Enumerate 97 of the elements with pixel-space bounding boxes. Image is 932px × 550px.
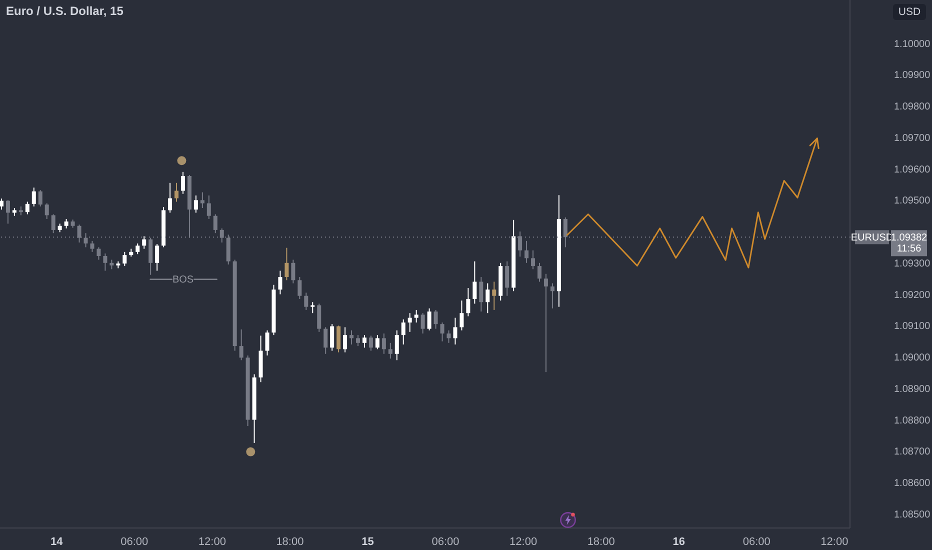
candlestick [122,251,127,267]
candlestick [310,302,315,314]
x-tick-label: 12:00 [820,536,848,548]
candlestick [531,250,536,270]
candlestick [486,282,490,314]
ref-line-label: 1.09382 [890,232,928,244]
candlestick [174,182,179,202]
candlestick [324,326,328,354]
candlestick [291,259,296,284]
candlestick [375,334,380,350]
candlestick [25,201,30,215]
candlestick [544,273,548,373]
candlestick [479,276,484,312]
candlestick [550,282,554,309]
x-tick-label: 12:00 [510,536,538,548]
x-tick-label: 06:00 [742,536,770,548]
candlestick [110,259,114,270]
candlestick [394,330,399,361]
candlestick [284,247,289,281]
candlestick [194,194,198,214]
candlestick [330,324,334,352]
candlestick [446,330,451,344]
y-tick-label: 1.09600 [894,164,931,176]
candlestick [336,325,341,353]
candlestick [148,237,153,276]
x-tick-label: 15 [362,536,374,548]
candlestick [96,246,101,260]
candlestick [155,244,160,272]
candlestick [103,252,108,272]
candlestick [401,318,406,345]
y-axis-title: USD [893,4,926,20]
y-tick-label: 1.09800 [894,102,931,113]
candlestick [90,240,94,252]
candlestick [356,334,360,347]
y-tick-label: 1.09300 [894,258,931,270]
candlestick [180,171,185,194]
candlestick [466,288,470,317]
candlestick [368,335,373,352]
x-tick-label: 16 [672,536,685,548]
candlestick [32,187,36,207]
y-tick-label: 1.08900 [894,384,931,395]
candlestick [492,281,496,310]
candlestick [414,309,418,324]
candlestick [343,326,348,353]
y-tick-label: 1.08800 [894,415,931,426]
candlestick [239,328,244,361]
candlestick [537,262,542,282]
candlestick [524,240,529,264]
y-tick-label: 1.08500 [894,509,931,520]
y-tick-label: 1.09900 [894,70,931,82]
candlestick [0,198,4,210]
candlestick [317,303,322,332]
candlestick [505,260,510,296]
y-tick-label: 1.09700 [894,132,931,144]
candlestick [6,200,10,224]
candlestick [382,332,386,354]
candlestick [440,322,444,342]
candlestick [44,202,49,220]
candlestick [142,236,146,250]
candlestick [265,330,270,356]
candlestick [460,300,464,331]
y-tick-label: 1.10000 [894,38,931,50]
candlestick [298,276,302,300]
candlestick [38,190,42,207]
candlestick [388,342,392,360]
candlestick [362,334,366,348]
candlestick [206,194,211,220]
x-tick-label: 18:00 [276,536,304,548]
candlestick [64,218,68,229]
candlestick [434,309,438,330]
y-tick-label: 1.08700 [894,446,931,458]
series-label: BOS [172,274,194,286]
y-tick-label: 1.08600 [894,478,931,490]
candlestick [278,270,282,295]
candlestick [136,242,140,255]
candlestick [420,312,425,334]
x-tick-label: 12:00 [198,536,226,548]
candlestick [168,182,172,214]
candlestick [213,214,218,234]
text: 11:56 [896,244,922,255]
x-tick-label: 06:00 [120,536,148,548]
candlestick [427,308,432,331]
candlestick [472,260,477,304]
candlestick [200,192,204,208]
y-tick-label: 1.09100 [894,321,931,332]
x-tick-label: 14 [50,536,64,548]
y-tick-label: 1.09500 [894,196,931,207]
chart-title: Euro / U.S. Dollar, 15 [6,4,124,18]
candlestick [304,292,308,310]
candlestick [350,330,354,345]
candlestick [453,317,458,345]
y-tick-label: 1.09200 [894,290,931,301]
y-tick-label: 1.09000 [894,352,931,364]
x-tick-label: 06:00 [432,536,460,548]
candlestick [408,312,412,332]
candlestick [51,214,56,234]
x-tick-label: 18:00 [587,536,615,548]
